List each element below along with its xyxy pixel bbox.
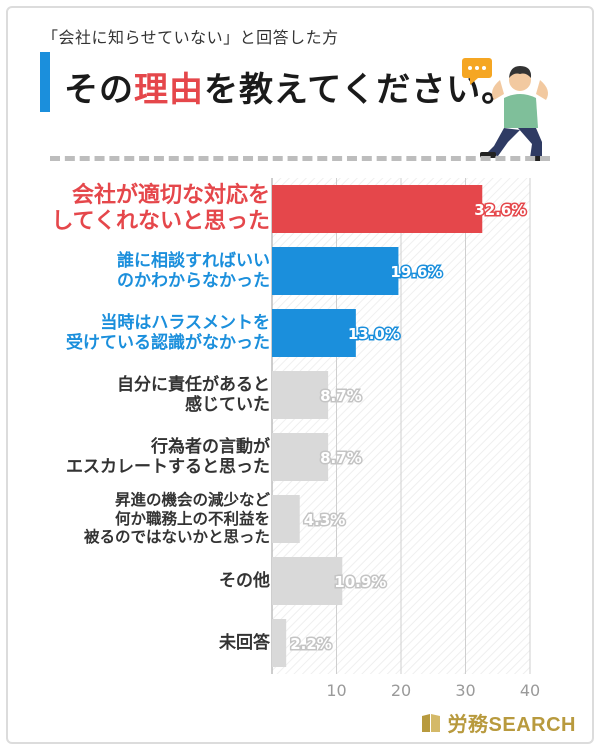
category-label-line: エスカレートすると思った <box>66 456 270 477</box>
category-label: 会社が適切な対応を してくれないと思った <box>51 183 270 236</box>
category-label-line: のかわからなかった <box>117 270 270 291</box>
category-label-line: 未回答 <box>219 632 270 653</box>
title-accent-bar <box>40 52 50 112</box>
stressed-person-icon <box>462 58 548 161</box>
brand-logo: 労務SEARCH <box>420 708 576 737</box>
value-label: 8.7% <box>320 387 362 405</box>
logo-mark-icon <box>421 713 440 732</box>
value-label: 19.6% <box>390 263 442 281</box>
category-label-line: 誰に相談すればいい <box>117 250 270 271</box>
category-label: 未回答 <box>219 633 270 653</box>
bar <box>272 433 329 481</box>
x-tick-label: 20 <box>391 681 411 700</box>
category-label: 昇進の機会の減少など 何か職務上の不利益を 被るのではないかと思った <box>84 491 270 547</box>
divider <box>50 156 550 161</box>
category-label-line: してくれないと思った <box>51 208 270 234</box>
bar <box>272 309 356 357</box>
category-label-line: 当時はハラスメントを <box>100 312 270 333</box>
outer-frame <box>6 6 594 744</box>
bar <box>272 371 329 419</box>
bar <box>272 185 483 233</box>
x-tick-label: 40 <box>520 681 540 700</box>
category-label-line: 会社が適切な対応を <box>71 182 270 208</box>
category-label: 誰に相談すればいい のかわからなかった <box>117 251 270 292</box>
category-label: 行為者の言動が エスカレートすると思った <box>66 437 270 478</box>
bar <box>272 495 300 543</box>
bar <box>272 557 343 605</box>
category-label-line: その他 <box>219 570 270 591</box>
category-label: その他 <box>219 571 270 591</box>
category-label-line: 感じていた <box>185 394 270 415</box>
logo-text: 労務SEARCH <box>447 714 576 736</box>
category-label-line: 受けている認識がなかった <box>66 332 270 353</box>
title-pre: その <box>64 70 134 110</box>
category-label-line: 行為者の言動が <box>151 436 270 457</box>
title-highlight: 理由 <box>134 70 204 110</box>
page-subtitle: 「会社に知らせていない」と回答した方 <box>42 28 339 47</box>
category-label: 自分に責任があると 感じていた <box>117 375 270 416</box>
speech-bubble-icon <box>462 58 492 85</box>
value-label: 10.9% <box>334 573 386 591</box>
x-tick-label: 10 <box>326 681 346 700</box>
bar <box>272 619 287 667</box>
value-label: 32.6% <box>474 201 526 219</box>
value-label: 4.3% <box>304 511 346 529</box>
category-label-line: 被るのではないかと思った <box>83 528 270 547</box>
value-label: 13.0% <box>348 325 400 343</box>
value-label: 2.2% <box>290 635 332 653</box>
value-label: 8.7% <box>320 449 362 467</box>
category-label-line: 何か職務上の不利益を <box>114 509 270 528</box>
category-label: 当時はハラスメントを 受けている認識がなかった <box>66 313 270 354</box>
bar <box>272 247 399 295</box>
category-label-line: 昇進の機会の減少など <box>114 491 270 510</box>
x-tick-label: 30 <box>455 681 475 700</box>
category-label-line: 自分に責任があると <box>117 374 270 395</box>
